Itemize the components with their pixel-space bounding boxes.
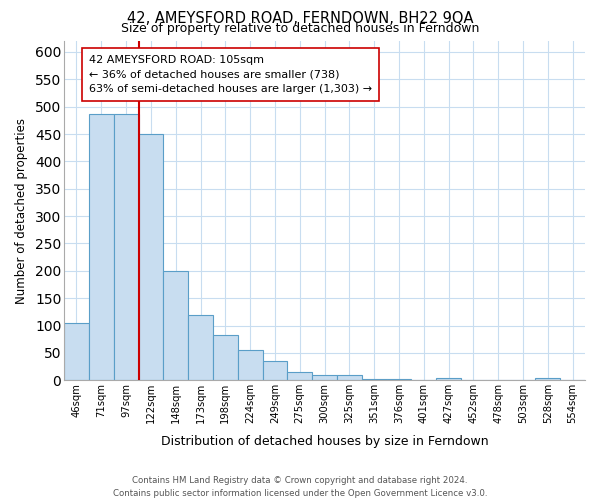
Bar [436,378,461,380]
Bar [64,323,89,380]
Bar [287,372,312,380]
Text: 42 AMEYSFORD ROAD: 105sqm
← 36% of detached houses are smaller (738)
63% of semi: 42 AMEYSFORD ROAD: 105sqm ← 36% of detac… [89,54,372,94]
Text: Contains HM Land Registry data © Crown copyright and database right 2024.
Contai: Contains HM Land Registry data © Crown c… [113,476,487,498]
Bar [263,361,287,380]
Bar [362,378,386,380]
Bar [312,375,337,380]
X-axis label: Distribution of detached houses by size in Ferndown: Distribution of detached houses by size … [161,434,488,448]
Bar [114,114,139,380]
Text: Size of property relative to detached houses in Ferndown: Size of property relative to detached ho… [121,22,479,35]
Bar [163,271,188,380]
Bar [139,134,163,380]
Bar [238,350,263,380]
Bar [535,378,560,380]
Bar [89,114,114,380]
Y-axis label: Number of detached properties: Number of detached properties [15,118,28,304]
Bar [213,336,238,380]
Bar [386,378,412,380]
Bar [188,314,213,380]
Text: 42, AMEYSFORD ROAD, FERNDOWN, BH22 9QA: 42, AMEYSFORD ROAD, FERNDOWN, BH22 9QA [127,11,473,26]
Bar [337,375,362,380]
